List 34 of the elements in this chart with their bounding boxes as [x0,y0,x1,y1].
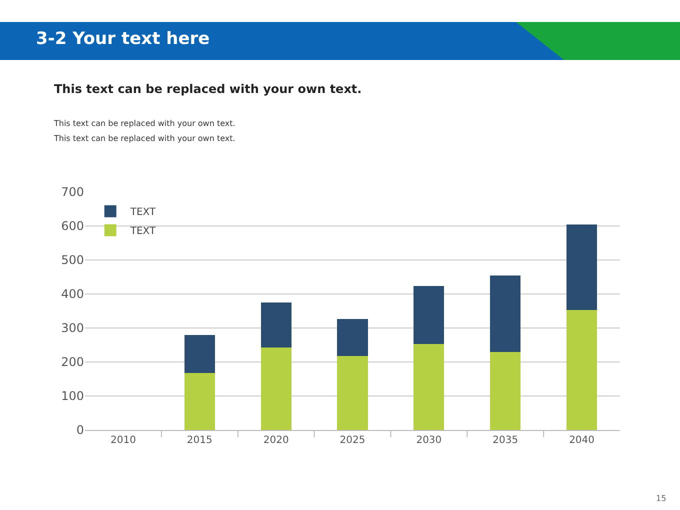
chart-title: 3-2 Your text here [36,29,210,49]
x-tick-label: 2035 [492,435,518,446]
x-tick-label: 2025 [340,435,366,446]
legend-label: TEXT [129,226,156,238]
bar [566,310,598,430]
chart-subtitle: This text can be replaced with your own text. [54,82,362,96]
x-tick-label: 2020 [263,435,289,446]
y-tick-label: 300 [61,321,84,336]
y-tick-label: 0 [76,423,84,438]
bar [260,347,292,430]
bar [337,356,368,430]
bar [414,344,444,430]
x-tick-label: 2040 [569,435,595,446]
y-tick-label: 700 [61,185,84,200]
bar [490,352,521,430]
y-tick-label: 400 [61,287,84,302]
bar [184,334,215,373]
text: This text can be replaced with your own text. [54,134,236,143]
x-tick-label: 2030 [416,435,442,446]
y-tick-label: 200 [61,355,84,370]
bar [337,318,368,356]
x-tick-label: 2015 [186,435,212,446]
bar [490,275,521,352]
y-tick-label: 500 [61,253,84,268]
bar [414,286,444,344]
legend-label: TEXT [129,207,156,218]
bar [184,372,215,430]
text: This text can be replaced with your own text. [54,119,236,128]
y-tick-label: 100 [61,389,84,404]
text: 15 [656,494,666,503]
bar [260,302,292,348]
bar [566,224,598,310]
y-tick-label: 600 [61,219,84,234]
x-tick-label: 2010 [110,435,136,446]
